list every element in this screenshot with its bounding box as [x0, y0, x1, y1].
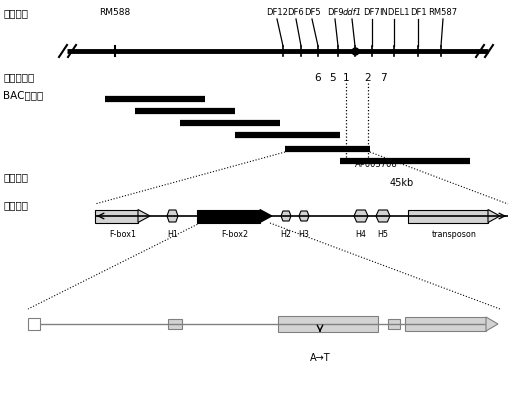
- Text: 物理距离: 物理距离: [3, 172, 28, 182]
- Polygon shape: [488, 210, 500, 223]
- Polygon shape: [299, 211, 309, 221]
- Text: 45kb: 45kb: [390, 178, 414, 188]
- Text: BAC重叠群: BAC重叠群: [3, 90, 43, 100]
- Text: 1: 1: [343, 73, 350, 83]
- Text: DF1: DF1: [410, 8, 426, 17]
- Text: F-box2: F-box2: [221, 229, 248, 239]
- Text: DF12: DF12: [266, 8, 288, 17]
- Polygon shape: [167, 211, 178, 223]
- Polygon shape: [138, 210, 150, 223]
- Text: H2: H2: [280, 229, 291, 239]
- Text: DF5: DF5: [304, 8, 320, 17]
- Text: 7: 7: [380, 73, 386, 83]
- Text: DF6: DF6: [288, 8, 304, 17]
- Text: DF7: DF7: [364, 8, 380, 17]
- Text: F-box1: F-box1: [109, 229, 136, 239]
- Bar: [388, 319, 400, 329]
- Text: 分子标记: 分子标记: [3, 8, 28, 18]
- Text: A→T: A→T: [310, 352, 331, 362]
- Text: DF9: DF9: [327, 8, 343, 17]
- Polygon shape: [281, 211, 291, 221]
- Text: 5: 5: [329, 73, 335, 83]
- Polygon shape: [486, 317, 498, 331]
- Text: H3: H3: [298, 229, 309, 239]
- Text: 候选基因: 候选基因: [3, 200, 28, 209]
- Bar: [278, 316, 378, 332]
- Text: ddf1: ddf1: [343, 8, 362, 17]
- Text: RM588: RM588: [99, 8, 130, 17]
- Bar: [28, 318, 40, 330]
- Text: INDEL1: INDEL1: [379, 8, 409, 17]
- Text: H4: H4: [355, 229, 366, 239]
- Text: 6: 6: [315, 73, 322, 83]
- Polygon shape: [260, 210, 272, 223]
- Text: H1: H1: [167, 229, 178, 239]
- Text: transposon: transposon: [431, 229, 476, 239]
- Text: H5: H5: [378, 229, 389, 239]
- Bar: [168, 319, 182, 329]
- Bar: [95, 210, 138, 223]
- Text: 2: 2: [365, 73, 371, 83]
- Polygon shape: [354, 211, 368, 223]
- Text: 重组个体数: 重组个体数: [3, 72, 34, 82]
- Polygon shape: [376, 211, 390, 223]
- Text: AP003708: AP003708: [355, 160, 398, 168]
- Bar: [405, 317, 486, 331]
- Bar: [408, 210, 488, 223]
- Text: RM587: RM587: [428, 8, 458, 17]
- Bar: [197, 210, 260, 223]
